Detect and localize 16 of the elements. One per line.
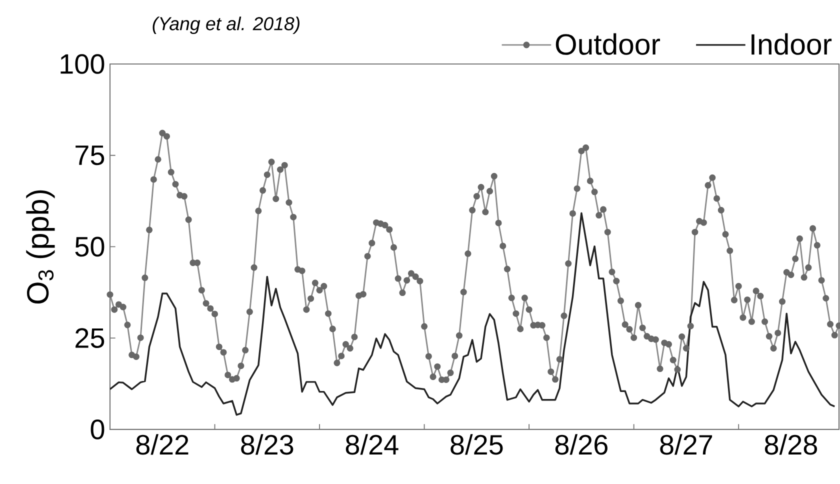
- y-tick-label: 100: [60, 54, 104, 74]
- x-tick-label: 8/26: [555, 434, 608, 455]
- x-tick-label: 8/27: [660, 434, 712, 455]
- y-axis-title: O$_{3}$ (ppb): [26, 190, 55, 304]
- x-tick-label: 8/22: [136, 434, 188, 455]
- y-tick-label: 0: [90, 420, 104, 440]
- x-tick-label: 8/23: [241, 434, 294, 455]
- text: (Yang et al. 2018): [152, 16, 300, 34]
- y-tick-label: 75: [76, 146, 104, 166]
- y-tick-label: 25: [76, 328, 104, 348]
- x-tick-label: 8/24: [346, 434, 398, 455]
- x-tick-label: 8/25: [450, 434, 503, 455]
- y-tick-label: 50: [75, 236, 104, 257]
- x-tick-label: 8/28: [764, 434, 817, 455]
- legend-label: Outdoor: [556, 33, 660, 55]
- legend-label: Indoor: [752, 33, 832, 55]
